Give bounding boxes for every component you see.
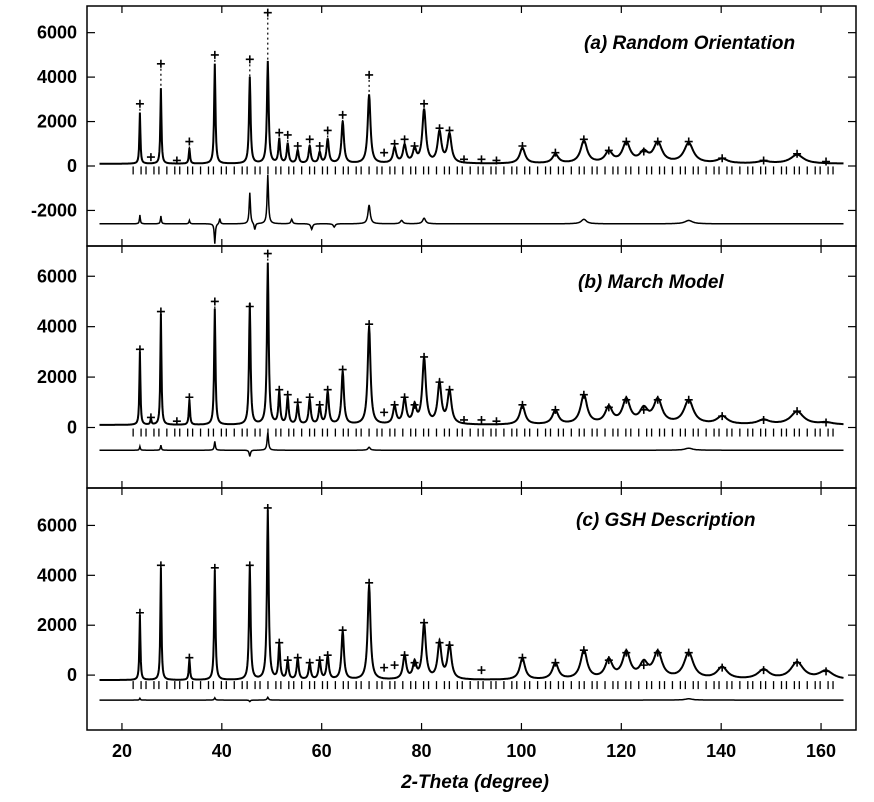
y-tick-label-a: 4000 xyxy=(37,67,77,87)
difference-curve-b xyxy=(99,432,844,457)
y-tick-label-c: 0 xyxy=(67,665,77,685)
y-tick-label-a: 6000 xyxy=(37,23,77,43)
x-tick-label: 80 xyxy=(412,741,432,761)
observed-point-c xyxy=(793,658,802,667)
observed-point-b xyxy=(210,297,219,306)
observed-point-c xyxy=(435,638,444,647)
observed-point-a xyxy=(477,155,486,164)
observed-point-b xyxy=(604,403,613,412)
y-tick-label-a: 2000 xyxy=(37,112,77,132)
panel-b-title: (b) March Model xyxy=(578,272,724,293)
observed-point-c xyxy=(822,667,831,676)
panel-b-plot-area: 6000 4000 2000 0 xyxy=(37,249,856,457)
y-tick-label-b: 4000 xyxy=(37,317,77,337)
observed-point-a xyxy=(460,155,469,164)
observed-point-a xyxy=(822,157,831,166)
x-tick-label: 40 xyxy=(212,741,232,761)
observed-point-c xyxy=(604,656,613,665)
y-tick-label-b: 0 xyxy=(67,418,77,438)
difference-curve-c xyxy=(99,695,844,703)
observed-point-c xyxy=(245,561,254,570)
x-tick-label: 160 xyxy=(806,741,836,761)
observed-point-c xyxy=(639,661,648,670)
observed-point-c xyxy=(410,658,419,667)
observed-point-a xyxy=(435,124,444,133)
observed-point-b xyxy=(135,345,144,354)
y-tick-label-c: 6000 xyxy=(37,515,77,535)
observed-point-a xyxy=(245,55,254,64)
observed-point-b xyxy=(283,390,292,399)
observed-point-a xyxy=(492,156,501,165)
observed-point-a xyxy=(305,135,314,144)
panel-a-random-orientation: 6000 4000 2000 0 -2000 (a) Random Orientatio… xyxy=(31,5,857,247)
observed-point-c xyxy=(477,666,486,675)
y-tick-label-a: -2000 xyxy=(31,200,77,220)
observed-point-b xyxy=(380,408,389,417)
observed-point-c xyxy=(305,658,314,667)
panel-c-frame xyxy=(86,487,857,731)
observed-point-a xyxy=(400,135,409,144)
observed-point-c xyxy=(380,663,389,672)
observed-point-a xyxy=(579,135,588,144)
observed-point-a xyxy=(146,153,155,162)
x-axis-title: 2-Theta (degree) xyxy=(400,772,549,793)
observed-point-a xyxy=(380,148,389,157)
observed-point-b xyxy=(460,415,469,424)
observed-point-c xyxy=(390,661,399,670)
observed-point-b xyxy=(492,417,501,426)
y-tick-label-c: 2000 xyxy=(37,615,77,635)
y-tick-label-a: 0 xyxy=(67,156,77,176)
observed-point-b xyxy=(477,415,486,424)
observed-point-a xyxy=(759,156,768,165)
observed-point-c xyxy=(551,658,560,667)
panel-a-plot-area: 6000 4000 2000 0 -2000 xyxy=(31,8,856,244)
x-tick-label: 20 xyxy=(112,741,132,761)
observed-point-c xyxy=(275,638,284,647)
observed-point-c xyxy=(283,656,292,665)
x-tick-label: 60 xyxy=(312,741,332,761)
panel-c-gsh-description: 6000 4000 2000 0 (c) GSH Description xyxy=(37,487,857,731)
observed-point-b xyxy=(172,417,181,426)
observed-point-a xyxy=(445,126,454,135)
difference-curve-a xyxy=(99,174,844,244)
observed-point-c xyxy=(338,626,347,635)
observed-point-c xyxy=(185,653,194,662)
y-tick-label-b: 6000 xyxy=(37,266,77,286)
observed-point-a xyxy=(604,146,613,155)
panel-c-title: (c) GSH Description xyxy=(576,510,755,531)
observed-point-a xyxy=(718,154,727,163)
observed-point-b xyxy=(551,405,560,414)
panel-a-title: (a) Random Orientation xyxy=(584,33,795,54)
x-tick-label: 140 xyxy=(706,741,736,761)
observed-point-c xyxy=(293,653,302,662)
panel-c-plot-area: 6000 4000 2000 0 xyxy=(37,503,856,703)
observed-point-b xyxy=(718,412,727,421)
observed-point-c xyxy=(135,608,144,617)
observed-point-b xyxy=(579,390,588,399)
observed-point-c xyxy=(315,656,324,665)
observed-point-a xyxy=(323,126,332,135)
observed-point-b xyxy=(639,405,648,414)
x-tick-label: 120 xyxy=(606,741,636,761)
observed-point-c xyxy=(518,653,527,662)
observed-point-c xyxy=(156,561,165,570)
observed-point-a xyxy=(172,156,181,165)
observed-point-c xyxy=(445,641,454,650)
x-tick-label: 100 xyxy=(506,741,536,761)
observed-point-c xyxy=(365,578,374,587)
y-tick-label-c: 4000 xyxy=(37,565,77,585)
observed-point-b xyxy=(822,418,831,427)
x-axis: 20 40 60 80 100 120 140 160 xyxy=(112,6,836,761)
y-tick-label-b: 2000 xyxy=(37,367,77,387)
